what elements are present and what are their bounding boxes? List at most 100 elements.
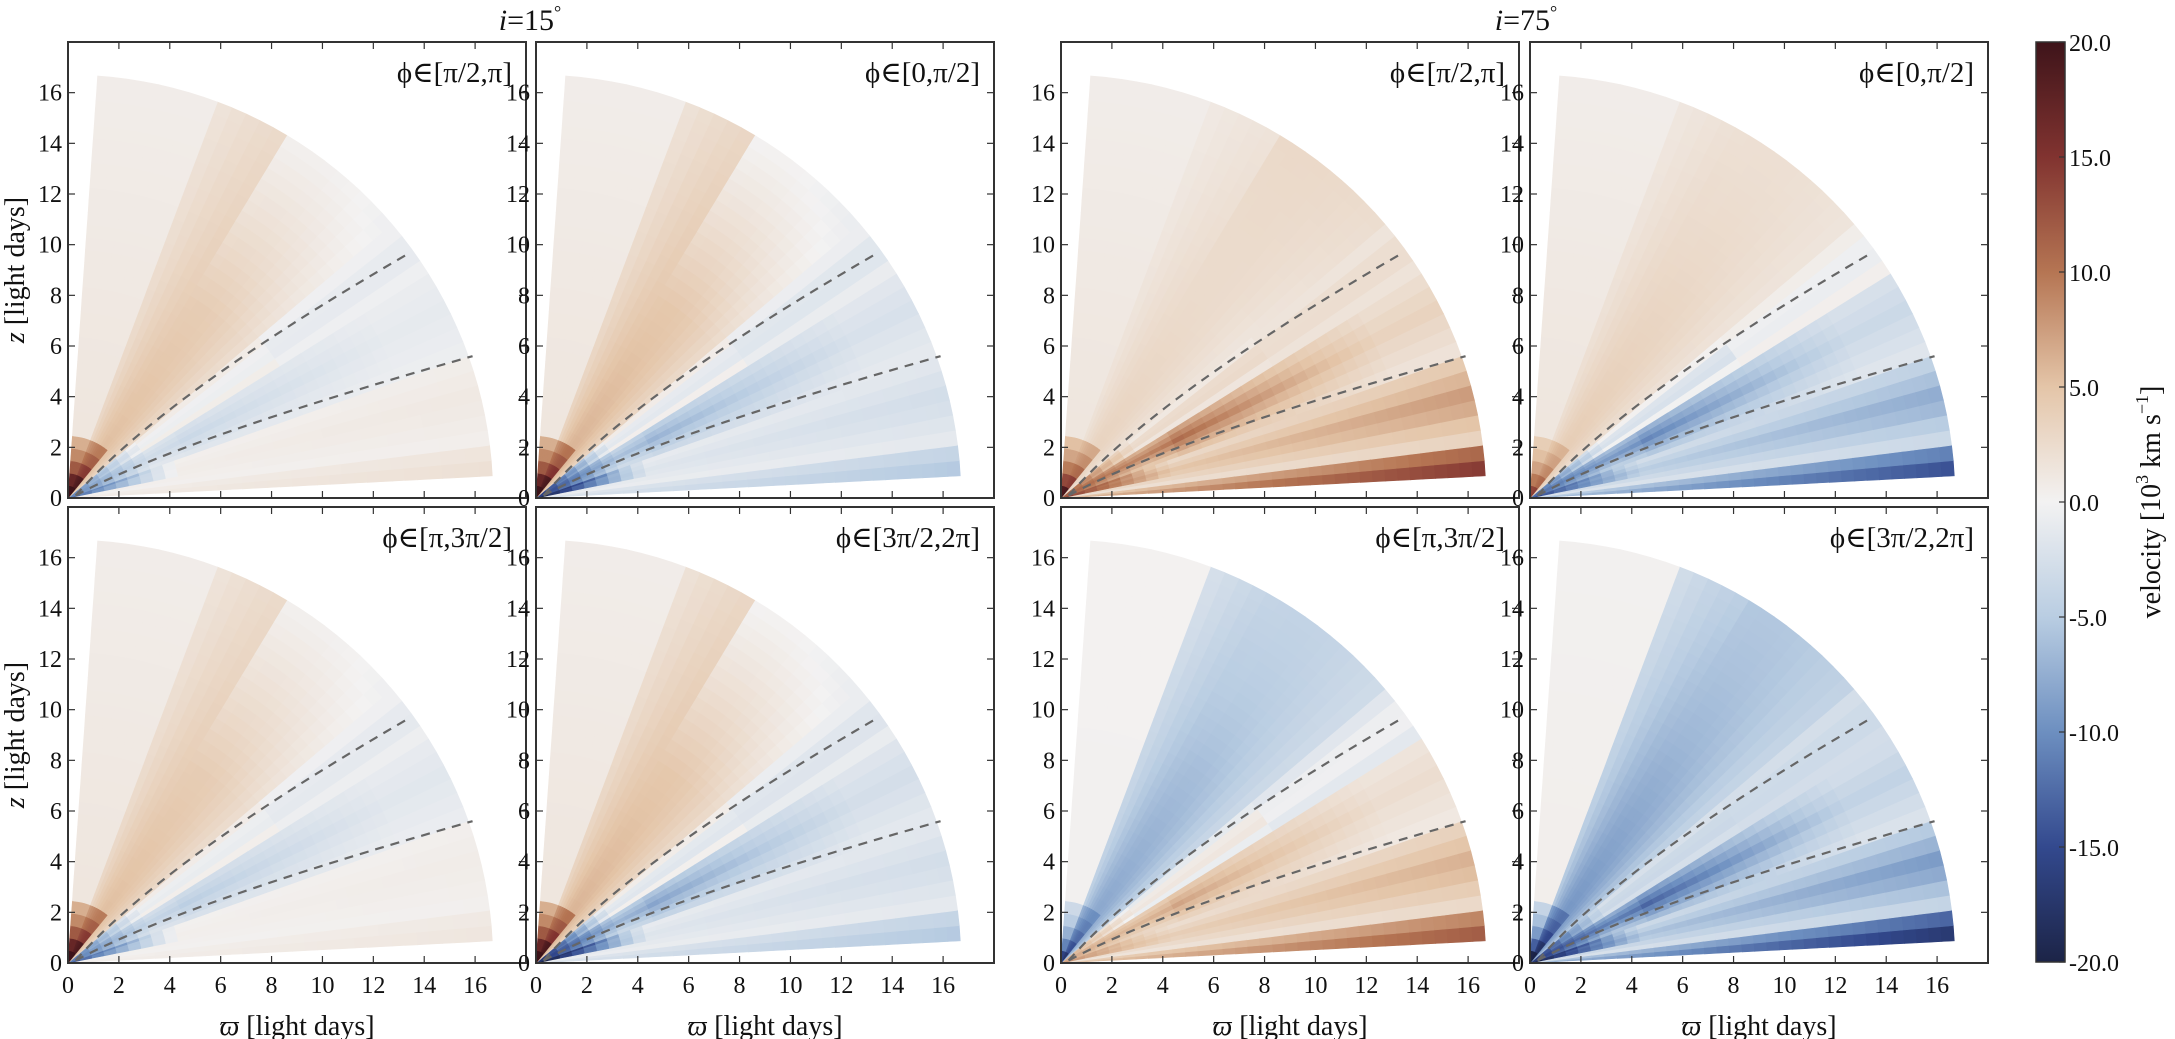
heatmap-cell [1430, 435, 1446, 452]
heatmap-cell [416, 465, 431, 481]
heatmap-cell [91, 262, 103, 277]
heatmap-cell [546, 323, 555, 338]
heatmap-cell [366, 470, 381, 483]
heatmap-cell [1073, 299, 1083, 313]
heatmap-cell [1101, 101, 1119, 117]
y-tick-label: 6 [50, 334, 62, 360]
heatmap-cell [1465, 414, 1481, 433]
heatmap-cell [554, 212, 567, 227]
heatmap-cell [578, 189, 592, 205]
heatmap-cell [1321, 463, 1336, 476]
heatmap-cell [1434, 463, 1449, 479]
heatmap-cell [905, 435, 921, 452]
heatmap-cell [1445, 448, 1460, 465]
heatmap-cell [400, 441, 416, 457]
heatmap-cell [89, 174, 103, 190]
heatmap-cell [85, 236, 97, 251]
y-tick-label: 6 [1043, 334, 1055, 360]
heatmap-cell [1371, 469, 1386, 483]
heatmap-cell [579, 177, 595, 193]
heatmap-cell [568, 175, 583, 191]
heatmap-cell [117, 140, 133, 156]
heatmap-cell [858, 455, 873, 470]
heatmap-cell [576, 101, 594, 117]
heatmap-cell [478, 460, 493, 477]
heatmap-cell [1106, 165, 1122, 180]
panel-frame [535, 41, 995, 499]
heatmap-cell [279, 477, 294, 488]
heatmap-cell [563, 88, 580, 103]
heatmap-cell [870, 454, 885, 469]
heatmap-cell [1346, 471, 1361, 484]
heatmap-cell [1471, 460, 1486, 477]
heatmap-cell [772, 475, 786, 486]
heatmap-cell [428, 464, 443, 480]
heatmap-cell [574, 126, 590, 142]
heatmap-cell [1080, 199, 1094, 214]
heatmap-cell [1383, 455, 1398, 470]
heatmap-cell [95, 88, 112, 103]
heatmap-cell [1119, 78, 1137, 95]
heatmap-cell [560, 137, 575, 152]
heatmap-cell [1101, 202, 1115, 217]
heatmap-cell [413, 439, 428, 455]
heatmap-cell [576, 202, 590, 217]
heatmap-cell [944, 444, 960, 463]
heatmap-cell [1071, 336, 1079, 350]
heatmap-cell [1091, 200, 1104, 216]
heatmap-cell [1081, 187, 1095, 202]
heatmap-cell [77, 348, 85, 363]
heatmap-cell [84, 249, 95, 264]
y-tick-label: 2 [50, 435, 62, 461]
heatmap-cell [266, 478, 281, 488]
heatmap-cell [1074, 286, 1084, 301]
heatmap-cell [562, 237, 574, 253]
heatmap-cell [1083, 162, 1098, 177]
heatmap-cell [844, 445, 859, 460]
dashed-line-upper-boundary [542, 253, 875, 497]
heatmap-cell [104, 138, 120, 154]
heatmap-cell [1333, 462, 1348, 475]
heatmap-cell [1084, 150, 1099, 165]
heatmap-cell [1455, 431, 1471, 449]
heatmap-cell [558, 162, 573, 177]
heatmap-cell [893, 437, 909, 454]
heatmap-cell [940, 414, 956, 433]
heatmap-cell [588, 115, 606, 131]
panel-label: ϕ∈[π/2,π] [397, 57, 512, 89]
heatmap-cell [1409, 465, 1424, 481]
heatmap-cell [907, 449, 923, 466]
heatmap-cell [1102, 89, 1120, 105]
y-tick-label: 4 [518, 385, 530, 411]
heatmap-cell [549, 286, 559, 301]
heatmap-cell [734, 478, 749, 488]
y-tick-label: 10 [38, 233, 62, 259]
heatmap-cell [120, 115, 138, 131]
heatmap-cell [1369, 445, 1384, 460]
heatmap-cell [92, 137, 107, 152]
y-tick-label: 8 [1043, 283, 1055, 309]
heatmap-cell [102, 163, 117, 179]
heatmap-cell [556, 187, 570, 202]
dashed-line-upper-boundary [1067, 253, 1400, 497]
heatmap-cell [476, 444, 492, 463]
heatmap-cell [453, 462, 468, 479]
panel-label: ϕ∈[0,π/2] [865, 57, 980, 89]
heatmap-cell [1406, 439, 1421, 455]
heatmap-cell [895, 451, 910, 467]
heatmap-cell [1552, 274, 1563, 289]
heatmap-cell [1075, 274, 1086, 289]
heatmap-cell [1079, 212, 1092, 227]
heatmap-cell [1540, 336, 1548, 350]
heatmap-cell [1087, 100, 1104, 115]
heatmap-cell [1396, 466, 1411, 481]
heatmap-cell [563, 225, 576, 240]
heatmap-cell [1467, 429, 1483, 448]
heatmap-cell [91, 150, 106, 165]
heatmap-cell [450, 433, 466, 451]
heatmap-cell [1446, 462, 1461, 479]
heatmap-cell [553, 224, 566, 239]
heatmap-cell [1284, 476, 1299, 487]
